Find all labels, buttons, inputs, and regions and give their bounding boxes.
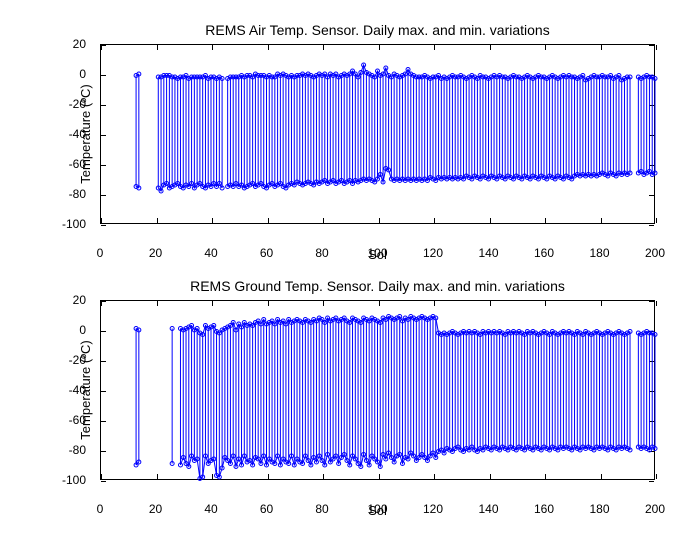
- chart-title: REMS Air Temp. Sensor. Daily max. and mi…: [100, 22, 655, 38]
- air-temp-plot: [100, 44, 655, 224]
- chart-title: REMS Ground Temp. Sensor. Daily max. and…: [100, 278, 655, 294]
- figure: REMS Air Temp. Sensor. Daily max. and mi…: [0, 0, 700, 534]
- ground-temp-panel: REMS Ground Temp. Sensor. Daily max. and…: [100, 300, 655, 480]
- air-temp-panel: REMS Air Temp. Sensor. Daily max. and mi…: [100, 44, 655, 224]
- ground-temp-plot: [100, 300, 655, 480]
